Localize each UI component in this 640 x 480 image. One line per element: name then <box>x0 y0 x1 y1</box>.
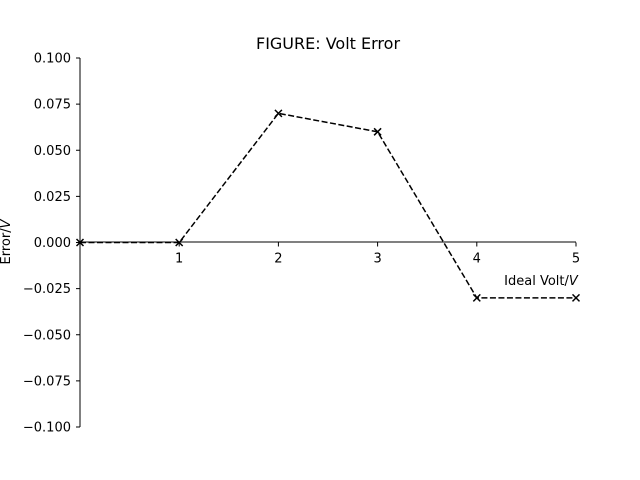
x-tick-label: 5 <box>572 252 580 267</box>
x-tick-label: 2 <box>274 252 282 267</box>
x-tick-label: 1 <box>175 252 183 267</box>
y-tick-label: −0.050 <box>23 328 71 343</box>
x-axis-label: Ideal Volt/V <box>504 274 579 289</box>
y-tick-label: −0.025 <box>23 282 71 297</box>
y-tick-label: −0.100 <box>23 421 71 436</box>
data-point-marker <box>571 293 581 302</box>
y-tick-label: 0.025 <box>34 190 71 205</box>
x-ticks: 1 2 3 4 5 <box>175 242 580 267</box>
y-tick-label: −0.075 <box>23 374 71 389</box>
x-tick-label: 3 <box>373 252 381 267</box>
series-line <box>80 112 576 299</box>
y-axis-label: Error/V <box>0 218 14 264</box>
y-tick-label: 0.050 <box>34 144 71 159</box>
y-ticks: 0.100 0.075 0.050 0.025 0.000 −0.025 −0.050 −0.… <box>23 52 80 436</box>
chart-title: FIGURE: Volt Error <box>256 34 400 53</box>
data-point-marker <box>274 109 283 118</box>
data-point-marker <box>75 238 85 247</box>
y-tick-label: 0.100 <box>34 52 71 67</box>
data-point-marker <box>472 293 481 302</box>
series-layer <box>75 109 581 302</box>
data-point-marker <box>175 238 184 247</box>
y-tick-label: 0.000 <box>34 236 71 251</box>
data-point-marker <box>373 127 382 136</box>
y-tick-label: 0.075 <box>34 98 71 113</box>
x-tick-label: 4 <box>473 252 481 267</box>
